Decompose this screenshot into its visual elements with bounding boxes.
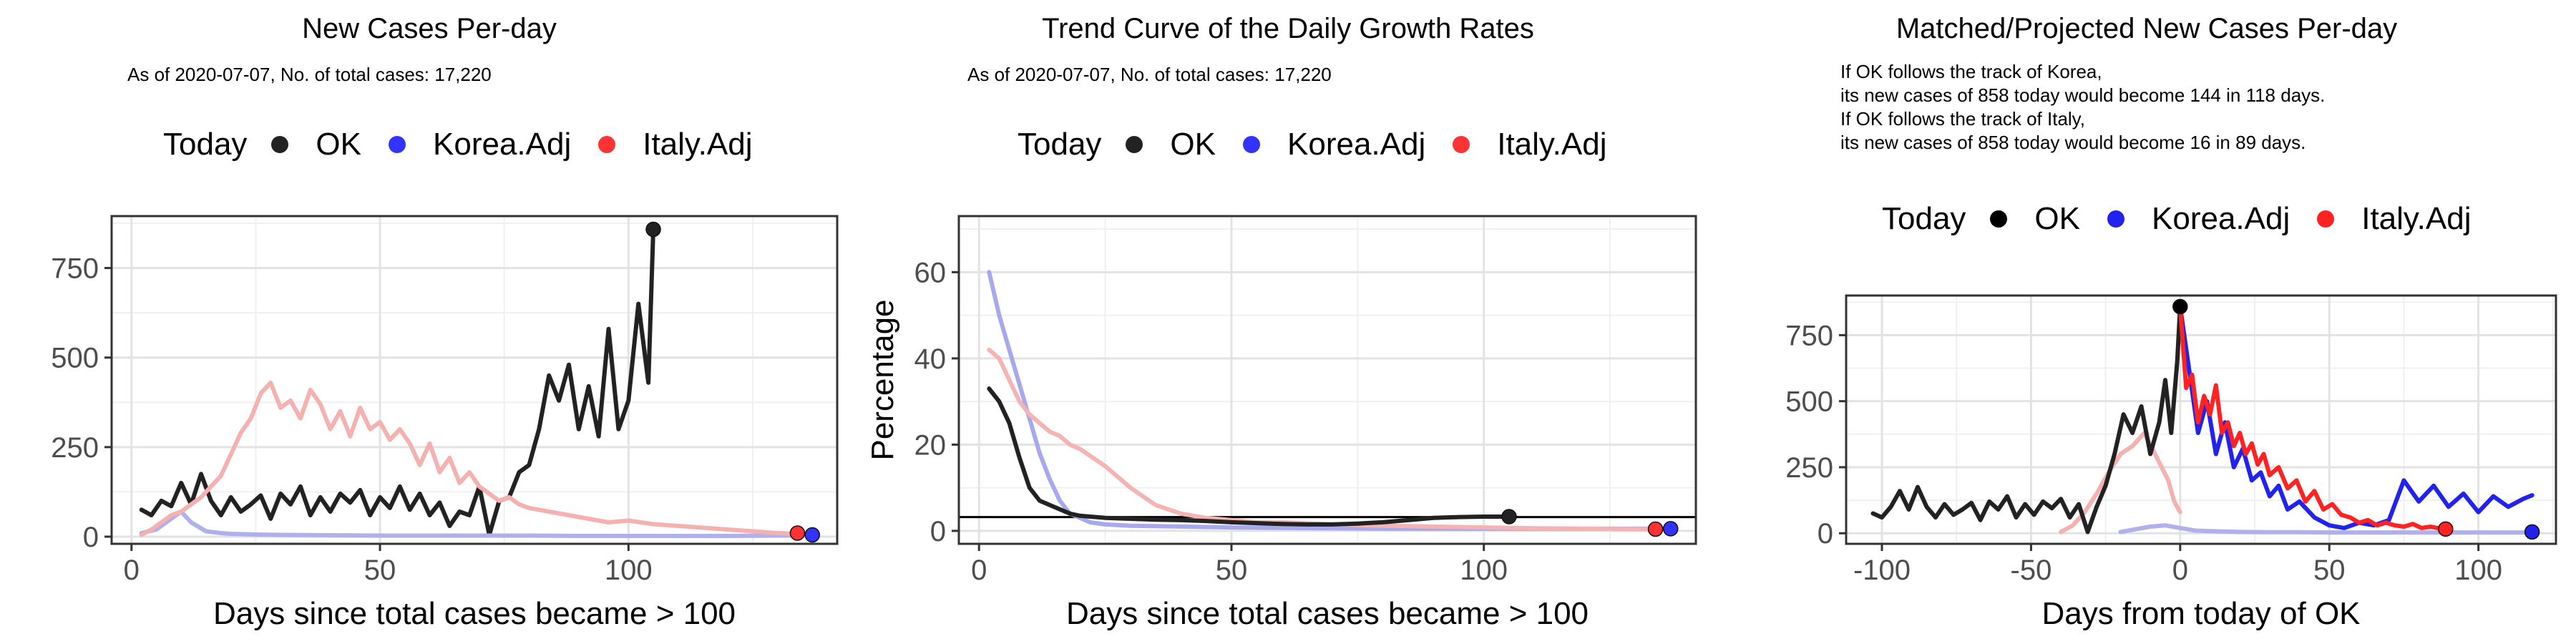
x-tick-label: -100 (1853, 555, 1911, 586)
legend-dot-italy (598, 136, 616, 153)
legend: Today OK Korea.Adj Italy.Adj (1882, 197, 2498, 240)
end-marker (1501, 509, 1517, 525)
legend-dot-korea (1243, 136, 1260, 153)
x-tick-label: 0 (971, 555, 987, 586)
y-tick-label: 60 (914, 257, 947, 288)
legend-item-ok: OK (1126, 127, 1216, 162)
series-line (987, 386, 1511, 527)
y-tick-label: 20 (914, 429, 947, 461)
legend-dot-korea (389, 136, 406, 153)
y-axis-label: Percentage (865, 299, 900, 460)
plot-border (110, 215, 839, 545)
y-tick-label: 40 (914, 343, 947, 375)
chart-title: Trend Curve of the Daily Growth Rates (1042, 13, 1534, 44)
legend-label-korea: Korea.Adj (433, 127, 572, 162)
legend-label-ok: OK (316, 127, 361, 162)
legend-label-italy: Italy.Adj (1497, 127, 1607, 162)
panel-projected-cases: Matched/Projected New Cases Per-day If O… (1717, 0, 2576, 644)
chart-subtitle: As of 2020-07-07, No. of total cases: 17… (127, 64, 492, 85)
panel-growth-rates: Trend Curve of the Daily Growth Rates As… (859, 0, 1717, 644)
series-line (139, 509, 815, 538)
series-line (987, 347, 1658, 532)
end-marker (2438, 521, 2454, 537)
series-line (987, 270, 1673, 531)
series-line (1870, 304, 2182, 535)
y-tick-label: 500 (1785, 386, 1833, 418)
chart-title: Matched/Projected New Cases Per-day (1896, 13, 2398, 44)
legend: Today OK Korea.Adj Italy.Adj (163, 123, 779, 166)
x-tick-label: 50 (2313, 555, 2346, 586)
legend: Today OK Korea.Adj Italy.Adj (1018, 123, 1634, 166)
legend-dot-ok (1990, 210, 2008, 228)
legend-label-ok: OK (1170, 127, 1216, 162)
y-tick-label: 0 (1818, 518, 1833, 550)
y-tick-label: 0 (930, 516, 946, 547)
legend-label-italy: Italy.Adj (643, 127, 753, 162)
end-marker (1647, 521, 1664, 537)
legend-label-italy: Italy.Adj (2361, 201, 2472, 236)
plot-border (957, 215, 1697, 545)
projected-cases-chart: -100 -50 0 50 100 0 250 500 750 Days from today o… (1785, 294, 2557, 631)
y-tick-label: 750 (1785, 320, 1833, 351)
end-marker (645, 221, 661, 238)
end-marker (1662, 521, 1679, 537)
x-axis-label: Days from today of OK (2041, 596, 2360, 631)
legend-item-korea: Korea.Adj (389, 127, 571, 162)
panel-new-cases: New Cases Per-day As of 2020-07-07, No. … (0, 0, 859, 644)
series-line (2177, 304, 2448, 532)
series-line (139, 227, 655, 537)
series-line (2059, 431, 2182, 535)
y-tick-label: 250 (1785, 452, 1833, 484)
y-tick-label: 750 (51, 253, 99, 285)
series-line (139, 380, 800, 537)
x-tick-label: 100 (2454, 555, 2502, 586)
new-cases-chart: 0 50 100 0 250 500 750 Days since total cases b… (51, 215, 839, 631)
x-tick-label: 100 (1460, 555, 1508, 586)
legend-item-korea: Korea.Adj (1243, 127, 1425, 162)
x-tick-label: 0 (2172, 555, 2188, 586)
chart-title: New Cases Per-day (302, 13, 557, 44)
chart-subtitle: As of 2020-07-07, No. of total cases: 17… (967, 64, 1332, 85)
growth-rates-chart: 0 50 100 0 20 40 60 Days since total cases beca… (865, 215, 1697, 631)
x-tick-label: 0 (124, 555, 140, 586)
y-tick-label: 500 (51, 343, 99, 374)
legend-title: Today (163, 127, 248, 162)
legend-item-ok: OK (271, 127, 361, 162)
legend-dot-ok (271, 136, 289, 153)
end-marker (2524, 524, 2540, 540)
x-tick-label: 100 (605, 555, 653, 586)
legend-item-italy: Italy.Adj (598, 127, 752, 162)
y-tick-label: 0 (83, 522, 99, 553)
legend-item-italy: Italy.Adj (2317, 201, 2471, 237)
series-line (2118, 523, 2534, 535)
legend-title: Today (1882, 201, 1966, 236)
legend-title: Today (1018, 127, 1102, 162)
legend-label-korea: Korea.Adj (1287, 127, 1426, 162)
plot-border (1845, 294, 2557, 545)
legend-label-ok: OK (2034, 201, 2080, 236)
x-axis-label: Days since total cases became > 100 (213, 596, 736, 631)
legend-label-korea: Korea.Adj (2152, 201, 2290, 236)
x-tick-label: 50 (364, 555, 396, 586)
legend-item-italy: Italy.Adj (1453, 127, 1606, 162)
y-tick-label: 250 (51, 432, 99, 464)
x-tick-label: -50 (2011, 555, 2052, 586)
legend-dot-italy (1453, 136, 1470, 153)
legend-dot-ok (1126, 136, 1143, 153)
end-marker (789, 525, 806, 541)
x-axis-label: Days since total cases became > 100 (1066, 596, 1589, 631)
chart-subtitle: If OK follows the track of Korea, its ne… (1840, 61, 2326, 153)
legend-dot-korea (2107, 210, 2124, 228)
end-marker (804, 527, 821, 543)
legend-item-ok: OK (1990, 201, 2080, 237)
x-tick-label: 50 (1216, 555, 1248, 586)
legend-item-korea: Korea.Adj (2107, 201, 2290, 237)
legend-dot-italy (2317, 210, 2335, 228)
end-marker (2172, 298, 2188, 315)
